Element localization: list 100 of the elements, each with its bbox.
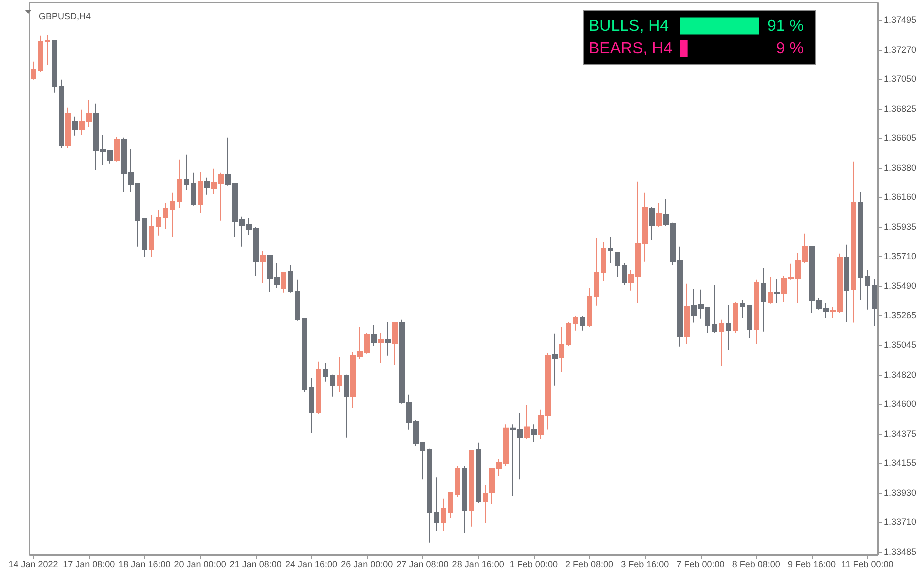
candlestick <box>615 252 620 278</box>
candlestick <box>566 321 571 346</box>
y-tick-label: 1.37270 <box>884 44 917 55</box>
y-tick-label: 1.35490 <box>884 280 917 291</box>
candlestick <box>114 136 120 162</box>
y-tick-label: 1.36605 <box>884 133 917 144</box>
candlestick <box>684 283 690 344</box>
candlestick <box>302 317 307 392</box>
candlestick <box>865 269 870 310</box>
y-tick-label: 1.35265 <box>884 310 917 321</box>
candlestick <box>149 214 154 258</box>
y-tick-label: 1.37050 <box>884 74 917 84</box>
candlestick <box>316 361 321 415</box>
candlestick <box>344 374 349 438</box>
candlestick <box>295 279 300 322</box>
x-tick-label: 18 Jan 16:00 <box>118 560 171 570</box>
x-tick-label: 26 Jan 00:00 <box>341 560 394 570</box>
y-tick-label: 1.34600 <box>884 398 917 409</box>
x-tick-label: 24 Jan 16:00 <box>285 560 338 570</box>
candlestick <box>434 477 439 532</box>
x-tick-label: 8 Feb 08:00 <box>732 560 780 570</box>
candlestick <box>371 324 377 346</box>
x-tick-label: 27 Jan 08:00 <box>396 560 449 570</box>
candlestick <box>844 244 849 322</box>
candlestick <box>462 466 467 534</box>
y-tick-label: 1.36160 <box>884 192 917 202</box>
x-tick-label: 1 Feb 00:00 <box>510 560 558 570</box>
candlestick <box>52 40 57 94</box>
candlestick <box>594 238 599 306</box>
candlestick <box>392 321 398 366</box>
candlestick <box>733 301 738 334</box>
y-tick-label: 1.37495 <box>884 14 917 25</box>
y-tick-label: 1.36825 <box>884 104 917 114</box>
x-tick-label: 17 Jan 08:00 <box>63 560 116 570</box>
x-tick-label: 28 Jan 16:00 <box>452 560 504 570</box>
y-tick-label: BULLS, H4 <box>589 18 670 35</box>
x-tick-label: 21 Jan 08:00 <box>230 560 282 570</box>
candlestick <box>170 192 175 238</box>
candlestick <box>72 116 78 136</box>
candlestick <box>858 191 863 300</box>
candlestick <box>204 177 210 196</box>
y-tick-label: 1.33930 <box>884 488 917 498</box>
candlestick <box>184 154 189 191</box>
candlestick <box>524 404 530 440</box>
y-tick-label: 1.34155 <box>884 458 917 468</box>
x-tick-label: 7 Feb 00:00 <box>676 560 725 570</box>
candlestick <box>163 202 168 230</box>
y-tick-label: 1.34375 <box>884 428 917 439</box>
y-tick-label: 1.35935 <box>884 222 917 232</box>
x-tick-label: 20 Jan 00:00 <box>174 560 226 570</box>
candlestick <box>191 172 196 206</box>
x-tick-label: 3 Feb 16:00 <box>621 560 670 570</box>
candlestick <box>872 278 877 326</box>
candlestick <box>719 319 724 367</box>
candlestick <box>601 241 606 282</box>
candlestick <box>330 374 335 398</box>
candlestick <box>385 321 391 356</box>
candlestick <box>774 278 780 304</box>
candlestick <box>198 171 203 214</box>
candlestick <box>337 356 342 392</box>
candlestick <box>622 262 627 286</box>
x-tick-label: 9 Feb 16:00 <box>788 560 836 570</box>
candlestick <box>281 271 286 294</box>
candlestick <box>740 299 745 318</box>
text: GBPUSD,H4 <box>39 12 92 22</box>
candlestick <box>177 159 182 209</box>
candlestick <box>378 332 384 364</box>
candlestick <box>483 484 488 524</box>
candlestick <box>573 316 578 332</box>
candlestick <box>476 442 481 504</box>
candlestick <box>59 79 64 148</box>
candlestick <box>649 206 655 241</box>
y-tick-label: 1.35710 <box>884 252 917 262</box>
y-tick-label: 1.35045 <box>884 340 917 350</box>
x-tick-label: 11 Feb 00:00 <box>841 560 894 570</box>
candlestick <box>455 466 460 498</box>
data-label: 9 % <box>776 40 804 58</box>
candlestick <box>309 377 314 434</box>
candlestick <box>747 304 752 339</box>
candlestick <box>552 333 558 386</box>
candlestick <box>726 304 731 350</box>
candlestick <box>656 202 662 228</box>
y-tick-label: 1.34820 <box>884 370 917 380</box>
data-label: 91 % <box>768 18 804 35</box>
candlestick <box>448 492 453 518</box>
candlestick <box>608 236 613 264</box>
x-tick-label: 2 Feb 08:00 <box>566 560 614 570</box>
candlestick <box>754 279 759 344</box>
candlestick <box>851 161 856 324</box>
candlestick <box>559 326 564 372</box>
candlestick <box>31 61 36 80</box>
candlestick <box>441 498 446 532</box>
candlestick <box>469 449 474 528</box>
y-tick-label: 1.33485 <box>884 546 917 557</box>
candlestick <box>531 424 537 442</box>
candlestick <box>768 276 773 304</box>
x-tick-label: 14 Jan 2022 <box>8 560 58 570</box>
y-tick-label: 1.33710 <box>884 516 917 527</box>
candlestick <box>65 107 71 148</box>
candlestick <box>580 316 585 332</box>
